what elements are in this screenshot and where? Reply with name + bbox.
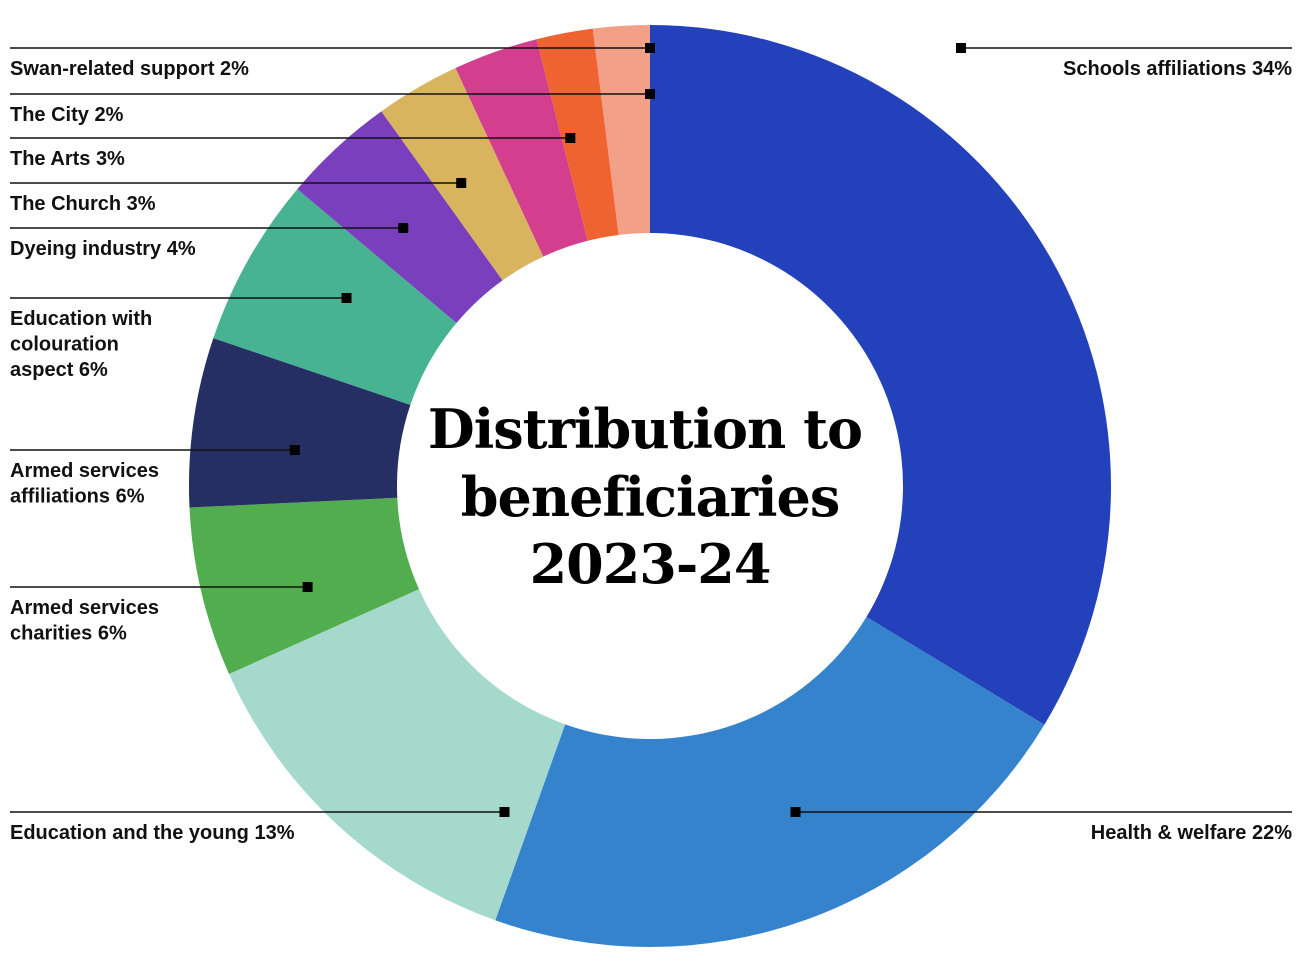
leader-marker-the-arts (565, 133, 576, 143)
slice-schools-affiliations (650, 25, 1111, 725)
chart-title-line-3: 2023-24 (530, 532, 771, 596)
leader-marker-armed-services-affiliations (289, 445, 300, 455)
slice-labels: Schools affiliations 34% Health & welfare… (10, 58, 1292, 844)
slice-label-dyeing-industry: Dyeing industry 4% (10, 238, 196, 260)
leader-lines (10, 43, 1292, 817)
slice-label-the-arts: The Arts 3% (10, 148, 125, 170)
leader-marker-education-with-colouration-aspect (341, 293, 352, 303)
leader-marker-the-city (645, 89, 655, 99)
slice-label-education-with-colouration-aspect: Education with colouration aspect 6% (10, 308, 152, 381)
chart-title-line-2: beneficiaries (461, 465, 840, 529)
slice-label-schools-affiliations: Schools affiliations 34% (1063, 58, 1292, 80)
slice-swan-related-support (592, 25, 650, 235)
slice-label-education-and-the-young: Education and the young 13% (10, 822, 295, 844)
leader-marker-the-church (456, 178, 467, 188)
slice-label-health-and-welfare: Health & welfare 22% (1091, 822, 1292, 844)
slice-health-and-welfare (495, 617, 1045, 947)
slice-education-and-the-young (229, 589, 566, 921)
slice-label-swan-related-support: Swan-related support 2% (10, 58, 249, 80)
slice-label-armed-services-charities: Armed services charities 6% (10, 597, 159, 645)
slice-the-church (381, 68, 544, 281)
slice-education-with-colouration-aspect (213, 189, 457, 405)
slice-armed-services-affiliations (189, 338, 411, 508)
slice-label-the-church: The Church 3% (10, 193, 156, 215)
slice-dyeing-industry (297, 111, 503, 324)
leader-marker-schools-affiliations (956, 43, 967, 53)
leader-marker-armed-services-charities (302, 582, 313, 592)
slice-label-armed-services-affiliations: Armed services affiliations 6% (10, 460, 159, 508)
leader-marker-swan-related-support (645, 43, 655, 53)
leader-marker-education-and-the-young (499, 807, 510, 817)
slice-label-the-city: The City 2% (10, 104, 124, 126)
leader-marker-health-and-welfare (790, 807, 801, 817)
slice-the-city (536, 28, 619, 241)
leader-marker-dyeing-industry (398, 223, 409, 233)
chart-title-line-1: Distribution to (428, 397, 862, 461)
